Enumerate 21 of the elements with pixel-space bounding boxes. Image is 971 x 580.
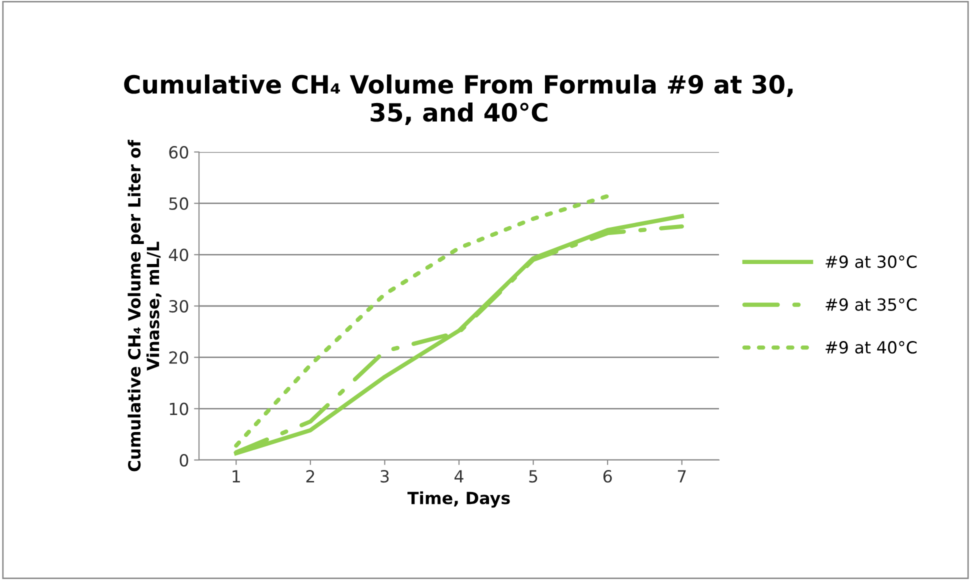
line-series [234, 194, 610, 448]
y-tick-label: 40 [168, 248, 188, 262]
x-tick-label: 5 [529, 470, 538, 483]
y-tick-label: 0 [180, 454, 188, 467]
y-axis-title: Cumulative CH₄ Volume per Liter of Vinasse, mL/L [128, 140, 162, 472]
x-tick-label: 2 [306, 470, 314, 482]
x-tick-label: 4 [454, 470, 464, 482]
chart-title: Cumulative CH₄ Volume From Formula #9 at 30, 35, and 40°C [124, 74, 793, 125]
y-tick-label: 60 [169, 146, 188, 159]
x-tick-label: 1 [232, 470, 240, 482]
x-axis-title: Time, Days [407, 491, 510, 508]
legend-label: #9 at 40°C [826, 341, 917, 354]
legend-label: #9 at 35°C [826, 298, 917, 311]
y-tick-label: 30 [169, 300, 188, 313]
y-tick-label: 10 [170, 402, 188, 416]
y-tick-label: 50 [169, 197, 188, 210]
x-tick-label: 7 [678, 470, 686, 482]
x-tick-label: 3 [380, 470, 389, 483]
legend-label: #9 at 30°C [826, 255, 917, 268]
y-tick-label: 20 [169, 351, 188, 364]
x-tick-label: 6 [603, 470, 612, 483]
